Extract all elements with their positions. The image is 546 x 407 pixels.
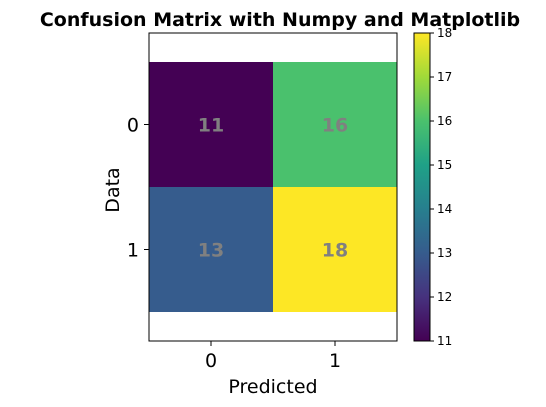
colorbar-tick-label: 17 — [437, 70, 452, 84]
heatmap-cell — [273, 187, 397, 312]
y-axis-ticks: 01 — [127, 115, 149, 262]
colorbar-tick-label: 15 — [437, 158, 452, 172]
colorbar-tick-label: 11 — [437, 334, 452, 348]
y-tick-label: 0 — [127, 115, 139, 137]
colorbar-tick-label: 12 — [437, 290, 452, 304]
heatmap-cell — [149, 62, 273, 187]
colorbar-tick-label: 13 — [437, 246, 452, 260]
colorbar — [413, 32, 431, 342]
x-tick-label: 0 — [205, 350, 217, 372]
colorbar-tick-label: 18 — [437, 26, 452, 40]
heatmap-cells — [149, 62, 397, 312]
cell-value-label: 18 — [322, 240, 348, 262]
y-tick-label: 1 — [127, 240, 139, 262]
heatmap-cell — [149, 187, 273, 312]
y-axis-label: Data — [102, 167, 124, 212]
x-axis-label: Predicted — [228, 376, 317, 398]
colorbar-tick-label: 14 — [437, 202, 452, 216]
x-tick-label: 1 — [329, 350, 341, 372]
colorbar-ticks: 11 12 13 14 15 16 17 18 — [430, 26, 452, 348]
cell-labels: 11 16 13 18 — [198, 115, 348, 262]
cell-value-label: 11 — [198, 115, 224, 137]
chart-title: Confusion Matrix with Numpy and Matplotl… — [40, 9, 520, 31]
cell-value-label: 13 — [198, 240, 224, 262]
cell-value-label: 16 — [322, 115, 348, 137]
heatmap-cell — [273, 62, 397, 187]
plot-frame — [148, 32, 398, 342]
colorbar-tick-label: 16 — [437, 114, 452, 128]
